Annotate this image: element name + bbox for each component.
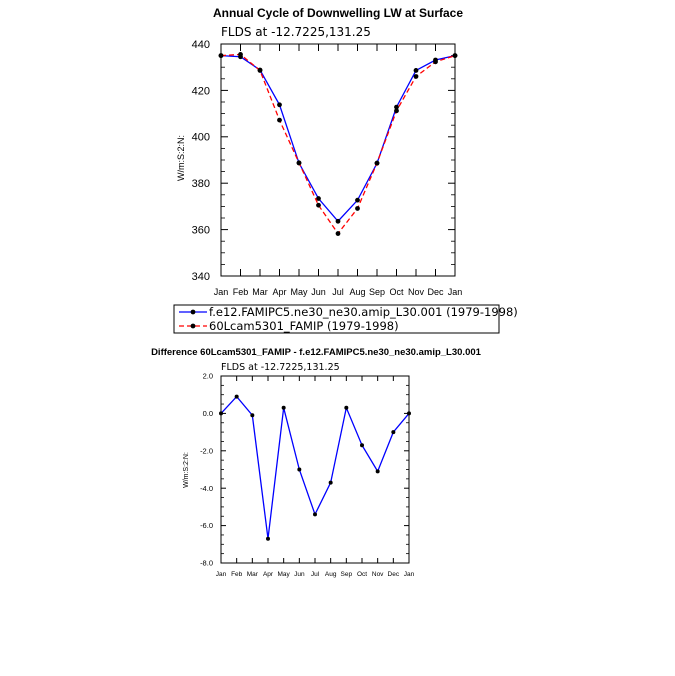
bot-x-tick-label: Jan xyxy=(404,571,415,578)
bot-x-tick-label: Jul xyxy=(311,571,320,578)
top-series-2-point xyxy=(374,160,380,166)
top-x-tick-label: Sep xyxy=(369,287,385,297)
bottom-chart-subtitle: FLDS at -12.7225,131.25 xyxy=(221,362,340,373)
top-y-tick-label: 380 xyxy=(192,178,210,190)
legend-label-series-2: 60Lcam5301_FAMIP (1979-1998) xyxy=(209,319,399,333)
bottom-chart-axes xyxy=(220,375,410,564)
bottom-chart-series xyxy=(219,394,411,541)
legend-marker-series-1 xyxy=(190,309,196,315)
bot-y-tick-label: -4.0 xyxy=(200,484,213,493)
top-series-2-point xyxy=(277,117,282,123)
bot-x-tick-label: Jun xyxy=(294,571,305,578)
top-chart-ylabel: W/m:S:2:N: xyxy=(176,135,186,181)
bot-series-1-point xyxy=(407,411,411,416)
top-x-tick-label: Nov xyxy=(408,287,425,297)
bot-series-1-point xyxy=(360,443,364,448)
bot-series-1-point xyxy=(219,411,223,416)
bot-x-tick-label: Mar xyxy=(247,571,259,578)
bot-x-tick-label: May xyxy=(278,571,291,578)
bot-series-1-point xyxy=(250,413,255,418)
bottom-chart-title: Difference 60Lcam5301_FAMIP - f.e12.FAMI… xyxy=(151,347,482,358)
bot-series-1-point xyxy=(266,536,270,541)
top-chart-legend: f.e12.FAMIPC5.ne30_ne30.amip_L30.001 (19… xyxy=(173,304,518,334)
top-y-tick-label: 340 xyxy=(192,271,210,283)
top-x-tick-label: May xyxy=(290,287,308,297)
top-chart-y-tick-labels: 340 360 380 400 420 440 xyxy=(192,39,210,283)
top-y-tick-label: 440 xyxy=(192,39,210,51)
top-chart-axes xyxy=(220,43,456,277)
top-x-tick-label: Jun xyxy=(311,287,326,297)
top-x-tick-label: Jan xyxy=(448,287,463,297)
top-series-2-point xyxy=(296,160,302,166)
top-y-tick-label: 420 xyxy=(192,85,210,97)
bot-plot-frame xyxy=(220,375,410,564)
bot-series-1-point xyxy=(375,469,380,474)
bot-x-tick-label: Feb xyxy=(231,571,243,578)
top-series-1-point xyxy=(394,104,399,110)
bot-y-tick-label: -8.0 xyxy=(200,559,213,568)
legend-box xyxy=(173,304,500,334)
bottom-chart-x-tick-labels: Jan Feb Mar Apr May Jun Jul Aug Sep Oct Nov Dec Jan xyxy=(216,571,415,578)
bot-series-1-point xyxy=(328,480,333,485)
top-series-2-point xyxy=(335,231,341,236)
top-x-tick-label: Aug xyxy=(349,287,365,297)
top-series-1-point xyxy=(335,218,341,224)
legend-marker-series-2 xyxy=(190,323,196,329)
bot-y-tick-label: -2.0 xyxy=(200,446,213,455)
bot-x-tick-label: Jan xyxy=(216,571,227,578)
bottom-chart-y-tick-labels: -8.0 -6.0 -4.0 -2.0 0.0 2.0 xyxy=(200,372,213,568)
top-x-tick-label: Mar xyxy=(252,287,268,297)
bot-x-tick-label: Nov xyxy=(372,571,384,578)
top-plot-frame xyxy=(220,43,456,277)
top-series-2-point xyxy=(355,206,360,211)
top-chart: Annual Cycle of Downwelling LW at Surfac… xyxy=(173,6,518,334)
top-series-2-point xyxy=(394,108,399,114)
bot-y-tick-label: -6.0 xyxy=(200,521,213,530)
top-series-2-point xyxy=(413,74,419,79)
top-series-2-point xyxy=(257,68,263,73)
top-chart-subtitle: FLDS at -12.7225,131.25 xyxy=(221,25,371,39)
top-y-tick-label: 360 xyxy=(192,224,210,236)
top-series-2-point xyxy=(238,52,243,57)
top-y-tick-label: 400 xyxy=(192,132,210,144)
top-series-2-line xyxy=(220,53,456,235)
bot-series-1-point xyxy=(297,467,302,472)
bot-series-1-point xyxy=(344,405,349,410)
top-x-tick-label: Oct xyxy=(389,287,404,297)
bot-y-tick-label: 0.0 xyxy=(203,409,213,418)
bot-series-1-line xyxy=(220,395,410,539)
top-series-2-point xyxy=(452,53,458,58)
top-chart-x-tick-labels: Jan Feb Mar Apr May Jun Jul Aug Sep Oct Nov Dec Jan xyxy=(214,287,463,297)
top-x-tick-label: Apr xyxy=(272,287,286,297)
top-x-tick-label: Dec xyxy=(427,287,444,297)
top-x-tick-label: Feb xyxy=(233,287,249,297)
top-series-1-point xyxy=(316,196,321,201)
bottom-chart: Difference 60Lcam5301_FAMIP - f.e12.FAMI… xyxy=(151,347,482,578)
top-x-tick-label: Jul xyxy=(332,287,344,297)
top-chart-series xyxy=(218,52,458,236)
bot-x-tick-label: Sep xyxy=(341,571,353,578)
top-series-2-point xyxy=(316,202,321,208)
top-series-2-point xyxy=(218,53,224,58)
bot-x-tick-label: Dec xyxy=(388,571,400,578)
top-series-1-point xyxy=(355,197,360,203)
bot-x-tick-label: Oct xyxy=(357,571,367,578)
bot-x-tick-label: Aug xyxy=(325,571,337,578)
top-series-1-point xyxy=(277,102,282,108)
top-chart-title: Annual Cycle of Downwelling LW at Surfac… xyxy=(213,6,463,20)
top-series-1-line xyxy=(220,54,456,223)
bot-series-1-point xyxy=(313,512,317,517)
bot-x-tick-label: Apr xyxy=(263,571,274,578)
top-series-1-point xyxy=(413,68,419,73)
top-series-2-point xyxy=(433,59,438,65)
bot-series-1-point xyxy=(234,394,239,399)
bot-y-tick-label: 2.0 xyxy=(203,372,213,381)
bot-series-1-point xyxy=(391,430,396,435)
top-x-tick-label: Jan xyxy=(214,287,229,297)
bot-series-1-point xyxy=(281,405,286,410)
legend-label-series-1: f.e12.FAMIPC5.ne30_ne30.amip_L30.001 (19… xyxy=(209,305,518,319)
bottom-chart-ylabel: W/m:S:2:N: xyxy=(183,452,190,488)
